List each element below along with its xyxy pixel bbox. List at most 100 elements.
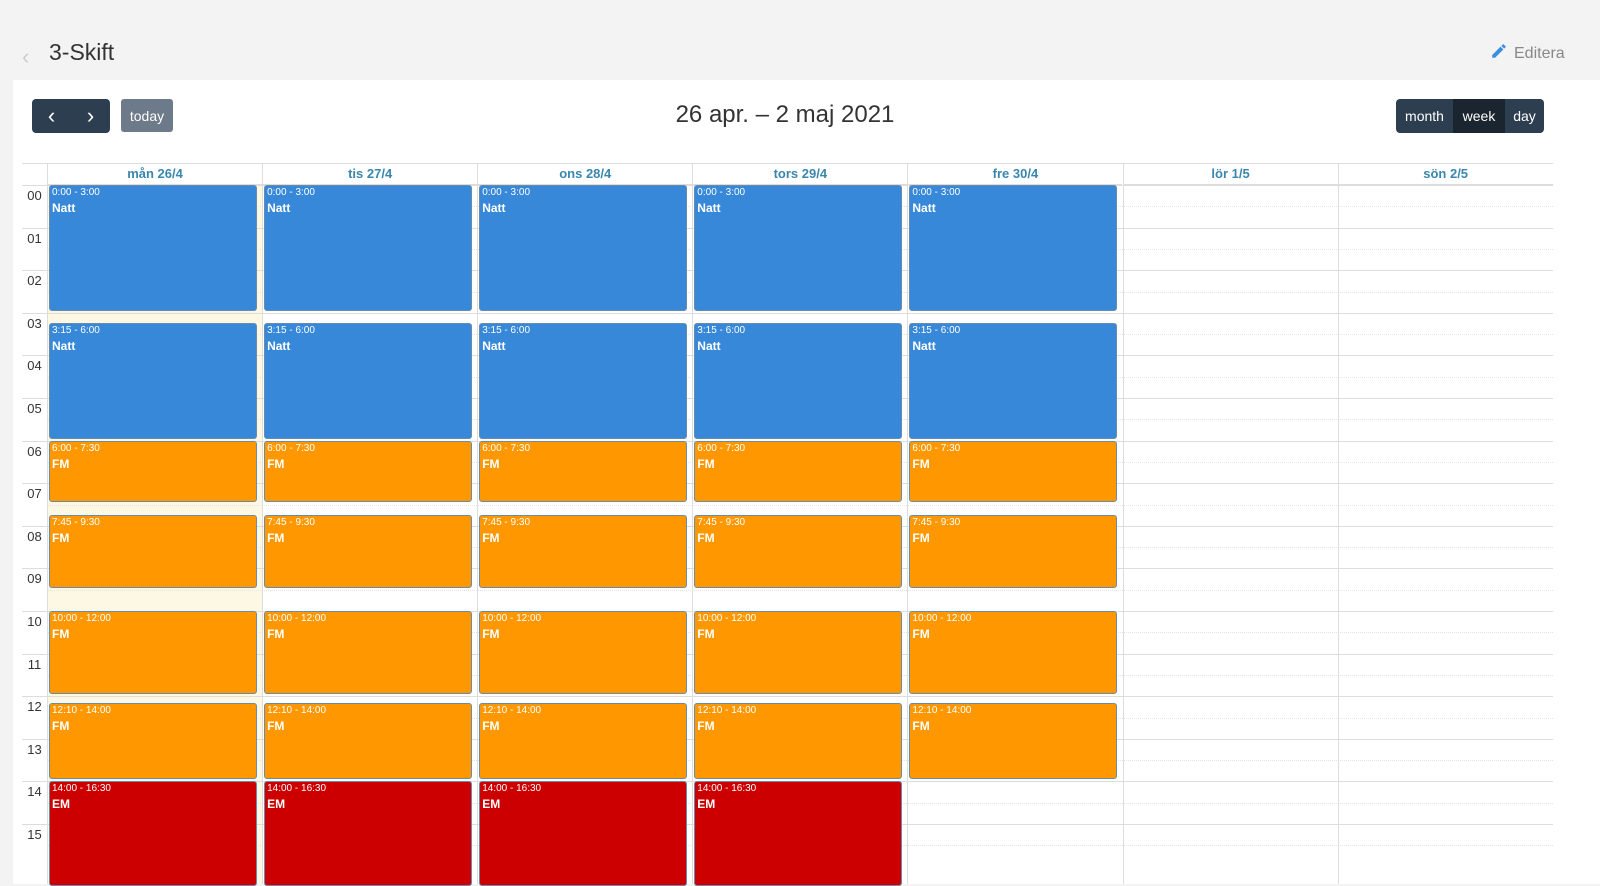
today-button[interactable]: today bbox=[121, 99, 173, 132]
event-title: FM bbox=[267, 627, 285, 641]
event-time: 6:00 - 7:30 bbox=[267, 442, 315, 454]
prev-button[interactable]: ‹ bbox=[32, 99, 71, 133]
event-time: 7:45 - 9:30 bbox=[697, 517, 746, 529]
event-fm[interactable]: 6:00 - 7:30 FM bbox=[264, 440, 473, 503]
event-em[interactable]: 14:00 - 16:30 EM bbox=[694, 781, 903, 886]
event-time: 6:00 - 7:30 bbox=[912, 442, 961, 454]
event-time: 6:00 - 7:30 bbox=[52, 442, 100, 454]
event-time: 14:00 - 16:30 bbox=[482, 783, 542, 795]
event-time: 14:00 - 16:30 bbox=[52, 783, 111, 795]
view-month-button[interactable]: month bbox=[1396, 99, 1453, 133]
hour-label: 07 bbox=[27, 486, 42, 502]
event-em[interactable]: 14:00 - 16:30 EM bbox=[264, 781, 473, 886]
event-fm[interactable]: 10:00 - 12:00 FM bbox=[694, 611, 903, 695]
day-divider bbox=[47, 164, 48, 884]
event-em[interactable]: 14:00 - 16:30 EM bbox=[479, 781, 688, 886]
hour-line bbox=[22, 312, 1553, 314]
event-natt[interactable]: 0:00 - 3:00 Natt bbox=[479, 185, 688, 311]
event-fm[interactable]: 7:45 - 9:30 FM bbox=[694, 515, 903, 588]
event-title: FM bbox=[697, 719, 715, 734]
event-natt[interactable]: 0:00 - 3:00 Natt bbox=[694, 185, 903, 311]
event-fm[interactable]: 6:00 - 7:30 FM bbox=[909, 440, 1118, 503]
edit-button[interactable]: Editera bbox=[1490, 42, 1565, 65]
event-time: 3:15 - 6:00 bbox=[52, 325, 100, 337]
event-title: FM bbox=[482, 627, 500, 641]
event-fm[interactable]: 6:00 - 7:30 FM bbox=[479, 440, 688, 503]
event-fm[interactable]: 10:00 - 12:00 FM bbox=[49, 611, 258, 695]
event-natt[interactable]: 3:15 - 6:00 Natt bbox=[479, 323, 688, 439]
event-time: 0:00 - 3:00 bbox=[912, 187, 961, 198]
day-header[interactable]: lör 1/5 bbox=[1122, 164, 1338, 185]
event-natt[interactable]: 3:15 - 6:00 Natt bbox=[909, 323, 1118, 439]
day-divider bbox=[477, 164, 479, 884]
event-fm[interactable]: 6:00 - 7:30 FM bbox=[49, 440, 258, 503]
view-day-button[interactable]: day bbox=[1505, 99, 1544, 133]
hour-label: 08 bbox=[27, 528, 42, 544]
event-fm[interactable]: 10:00 - 12:00 FM bbox=[479, 611, 688, 695]
event-natt[interactable]: 0:00 - 3:00 Natt bbox=[909, 185, 1118, 311]
event-fm[interactable]: 12:10 - 14:00 FM bbox=[694, 703, 903, 780]
event-fm[interactable]: 6:00 - 7:30 FM bbox=[694, 440, 903, 503]
event-fm[interactable]: 12:10 - 14:00 FM bbox=[479, 703, 688, 780]
event-title: FM bbox=[482, 456, 500, 471]
event-time: 12:10 - 14:00 bbox=[912, 705, 972, 717]
event-title: FM bbox=[912, 531, 930, 546]
pencil-icon bbox=[1490, 42, 1508, 65]
event-em[interactable]: 14:00 - 16:30 EM bbox=[49, 781, 258, 886]
event-time: 7:45 - 9:30 bbox=[52, 517, 100, 529]
event-fm[interactable]: 12:10 - 14:00 FM bbox=[909, 703, 1118, 780]
event-title: FM bbox=[52, 531, 70, 546]
hour-line bbox=[22, 696, 1553, 698]
event-title: FM bbox=[52, 719, 70, 734]
event-fm[interactable]: 7:45 - 9:30 FM bbox=[264, 515, 473, 588]
event-fm[interactable]: 10:00 - 12:00 FM bbox=[264, 611, 473, 695]
event-natt[interactable]: 3:15 - 6:00 Natt bbox=[694, 323, 903, 439]
event-time: 6:00 - 7:30 bbox=[697, 442, 746, 454]
day-header[interactable]: tis 27/4 bbox=[262, 164, 478, 185]
event-time: 14:00 - 16:30 bbox=[267, 783, 327, 795]
event-fm[interactable]: 10:00 - 12:00 FM bbox=[909, 611, 1118, 695]
event-time: 3:15 - 6:00 bbox=[482, 325, 530, 337]
event-title: Natt bbox=[267, 201, 291, 215]
event-natt[interactable]: 3:15 - 6:00 Natt bbox=[49, 323, 258, 439]
event-fm[interactable]: 12:10 - 14:00 FM bbox=[264, 703, 473, 780]
event-title: FM bbox=[482, 531, 500, 546]
event-title: FM bbox=[267, 456, 285, 471]
event-time: 14:00 - 16:30 bbox=[697, 783, 757, 795]
hour-label: 04 bbox=[27, 358, 42, 374]
day-header[interactable]: tors 29/4 bbox=[692, 164, 908, 185]
day-header[interactable]: ons 28/4 bbox=[477, 164, 693, 185]
event-title: Natt bbox=[52, 339, 76, 354]
event-time: 0:00 - 3:00 bbox=[697, 187, 746, 198]
event-fm[interactable]: 7:45 - 9:30 FM bbox=[49, 515, 258, 588]
event-title: FM bbox=[52, 456, 70, 471]
day-header[interactable]: sön 2/5 bbox=[1337, 164, 1553, 185]
event-time: 12:10 - 14:00 bbox=[267, 705, 327, 717]
event-time: 3:15 - 6:00 bbox=[267, 325, 315, 337]
event-fm[interactable]: 7:45 - 9:30 FM bbox=[909, 515, 1118, 588]
event-fm[interactable]: 7:45 - 9:30 FM bbox=[479, 515, 688, 588]
event-time: 3:15 - 6:00 bbox=[697, 325, 746, 337]
event-title: FM bbox=[267, 531, 285, 546]
view-week-button[interactable]: week bbox=[1453, 99, 1505, 133]
hour-label: 06 bbox=[27, 443, 42, 459]
day-header[interactable]: mån 26/4 bbox=[47, 164, 263, 185]
event-time: 0:00 - 3:00 bbox=[52, 187, 100, 198]
hour-label: 01 bbox=[27, 230, 42, 246]
event-fm[interactable]: 12:10 - 14:00 FM bbox=[49, 703, 258, 780]
event-natt[interactable]: 0:00 - 3:00 Natt bbox=[264, 185, 473, 311]
event-title: EM bbox=[52, 797, 70, 812]
event-natt[interactable]: 3:15 - 6:00 Natt bbox=[264, 323, 473, 439]
next-button[interactable]: › bbox=[71, 99, 110, 133]
half-hour-line bbox=[47, 589, 1553, 591]
event-title: EM bbox=[267, 797, 286, 812]
event-time: 10:00 - 12:00 bbox=[697, 613, 757, 624]
hour-label: 14 bbox=[27, 784, 42, 800]
event-natt[interactable]: 0:00 - 3:00 Natt bbox=[49, 185, 258, 311]
event-title: Natt bbox=[482, 201, 506, 215]
back-chevron-icon[interactable]: ‹ bbox=[22, 44, 30, 69]
hour-label: 02 bbox=[27, 273, 42, 289]
day-header[interactable]: fre 30/4 bbox=[907, 164, 1123, 185]
half-hour-line bbox=[47, 504, 1553, 506]
event-time: 10:00 - 12:00 bbox=[52, 613, 111, 624]
